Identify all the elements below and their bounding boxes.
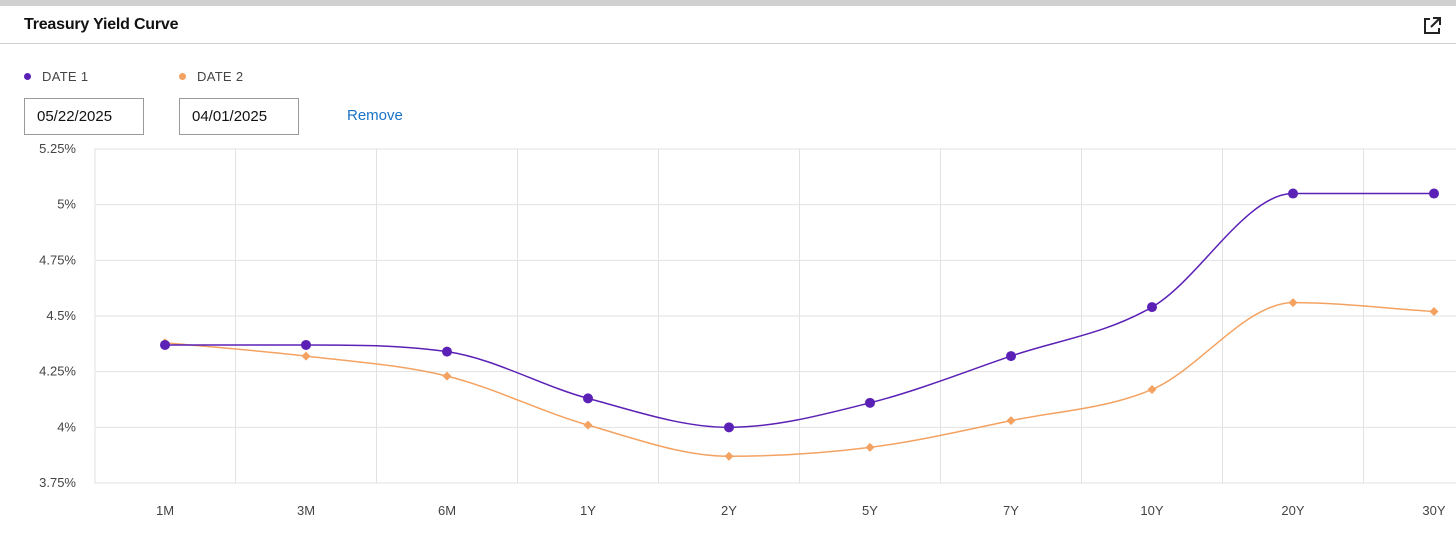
data-point-date2[interactable] [724, 451, 734, 461]
x-tick-label: 5Y [862, 503, 878, 518]
data-point-date1[interactable] [1429, 188, 1439, 199]
y-tick-label: 4.75% [39, 252, 76, 267]
data-point-date1[interactable] [160, 339, 170, 350]
data-point-date1[interactable] [1288, 188, 1298, 199]
data-point-date2[interactable] [1429, 307, 1439, 317]
y-tick-label: 3.75% [39, 475, 76, 490]
y-tick-label: 4% [57, 419, 76, 434]
legend-item-date1: DATE 1 [24, 66, 88, 86]
legend-label-date1: DATE 1 [42, 68, 89, 84]
x-tick-label: 7Y [1003, 503, 1019, 518]
x-tick-label: 30Y [1422, 503, 1445, 518]
panel-header: Treasury Yield Curve [0, 6, 1456, 44]
legend-marker-date2 [179, 72, 186, 80]
y-tick-label: 4.25% [39, 364, 76, 379]
grid-layer [94, 148, 1456, 484]
x-tick-label: 2Y [721, 503, 737, 518]
y-tick-label: 5.25% [39, 141, 76, 156]
external-link-icon[interactable] [1421, 15, 1443, 37]
top-accent-bar [0, 0, 1456, 6]
x-tick-label: 10Y [1140, 503, 1163, 518]
data-point-date2[interactable] [301, 351, 311, 361]
data-point-date1[interactable] [301, 339, 311, 350]
data-point-date1[interactable] [865, 397, 875, 408]
y-axis-ticks: 3.75% 4% 4.25% 4.5% 4.75% 5% 5.25% [39, 141, 76, 490]
x-tick-label: 1Y [580, 503, 596, 518]
data-point-date1[interactable] [724, 422, 734, 433]
legend-item-date2: DATE 2 [179, 66, 243, 86]
x-axis-ticks: 1M 3M 6M 1Y 2Y 5Y 7Y 10Y 20Y 30Y [156, 503, 1446, 518]
remove-link[interactable]: Remove [347, 107, 403, 124]
y-tick-label: 5% [57, 197, 76, 212]
date1-input[interactable] [24, 98, 144, 135]
data-point-date2[interactable] [865, 442, 875, 452]
data-point-date2[interactable] [1006, 416, 1016, 426]
data-point-date1[interactable] [1147, 302, 1157, 313]
data-point-date1[interactable] [442, 346, 452, 357]
yield-curve-chart: 3.75% 4% 4.25% 4.5% 4.75% 5% 5.25% 1M 3M 6M 1Y 2Y 5… [39, 141, 1456, 518]
data-point-date2[interactable] [1288, 298, 1298, 308]
series-line-1 [165, 192, 1434, 429]
legend-label-date2: DATE 2 [197, 68, 244, 84]
data-point-date1[interactable] [1006, 351, 1016, 362]
panel-title: Treasury Yield Curve [24, 16, 179, 33]
series-layer [160, 188, 1439, 461]
data-point-date2[interactable] [583, 420, 593, 430]
x-tick-label: 6M [438, 503, 456, 518]
x-tick-label: 20Y [1281, 503, 1304, 518]
legend-marker-date1 [24, 72, 31, 80]
x-tick-label: 3M [297, 503, 315, 518]
data-point-date1[interactable] [583, 393, 593, 404]
data-point-date2[interactable] [442, 371, 452, 381]
date2-input[interactable] [179, 98, 299, 135]
series-line-2 [164, 301, 1435, 458]
data-point-date2[interactable] [1147, 384, 1157, 394]
x-tick-label: 1M [156, 503, 174, 518]
y-tick-label: 4.5% [46, 308, 76, 323]
